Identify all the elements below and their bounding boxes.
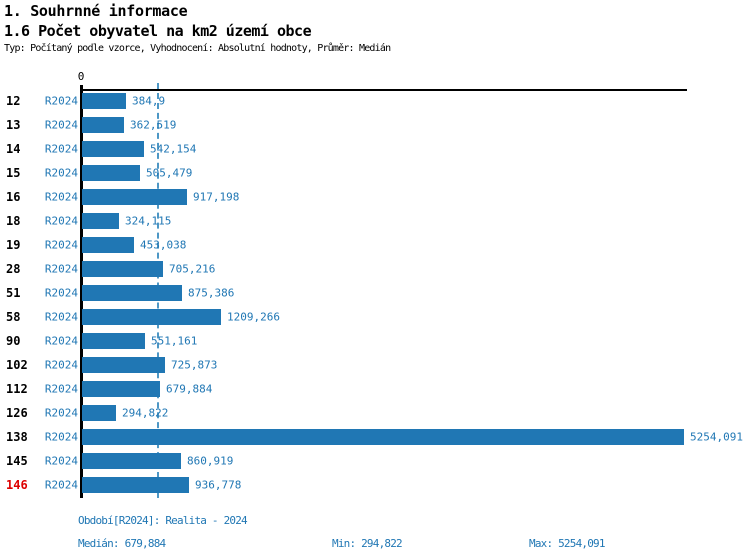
x-axis-zero-tick-label: 0 (77, 70, 85, 83)
bar (82, 93, 126, 109)
row-id-label: 28 (6, 262, 21, 276)
value-label: 679,884 (166, 382, 213, 396)
row-id-label: 15 (6, 166, 21, 180)
period-label: R2024 (44, 382, 78, 396)
period-label: R2024 (44, 358, 78, 372)
value-label: 551,161 (151, 334, 198, 348)
chart-row: 58 R2024 1209,266 (0, 305, 750, 329)
chart-row: 15 R2024 505,479 (0, 161, 750, 185)
period-label: R2024 (44, 334, 78, 348)
period-label: R2024 (44, 118, 78, 132)
row-id-label: 19 (6, 238, 21, 252)
row-id-label: 51 (6, 286, 21, 300)
bar (82, 189, 187, 205)
period-label: R2024 (44, 142, 78, 156)
chart-subtitle: Typ: Počítaný podle vzorce, Vyhodnocení:… (4, 43, 391, 54)
chart-row: 145 R2024 860,919 (0, 449, 750, 473)
row-id-label: 16 (6, 190, 21, 204)
chart-row: 138 R2024 5254,091 (0, 425, 750, 449)
bar (82, 285, 182, 301)
period-label: R2024 (44, 310, 78, 324)
bar (82, 429, 684, 445)
bar (82, 405, 116, 421)
period-label: R2024 (44, 94, 78, 108)
row-id-label: 145 (6, 454, 28, 468)
chart-row: 28 R2024 705,216 (0, 257, 750, 281)
bar (82, 237, 134, 253)
value-label: 294,822 (122, 406, 169, 420)
footer-max: Max: 5254,091 (529, 537, 606, 550)
row-id-label: 58 (6, 310, 21, 324)
bar (82, 261, 163, 277)
chart-row: 112 R2024 679,884 (0, 377, 750, 401)
footer-min: Min: 294,822 (332, 537, 403, 550)
period-label: R2024 (44, 406, 78, 420)
footer-median: Medián: 679,884 (78, 537, 166, 550)
section-title: 1. Souhrnné informace (4, 2, 188, 20)
value-label: 875,386 (188, 286, 235, 300)
chart-row: 16 R2024 917,198 (0, 185, 750, 209)
bar (82, 357, 165, 373)
value-label: 362,519 (130, 118, 177, 132)
period-label: R2024 (44, 430, 78, 444)
row-id-label: 126 (6, 406, 28, 420)
bar (82, 333, 145, 349)
bar (82, 141, 144, 157)
chart-row: 13 R2024 362,519 (0, 113, 750, 137)
value-label: 324,115 (125, 214, 172, 228)
footer-period: Období[R2024]: Realita - 2024 (78, 514, 248, 527)
y-axis-line (80, 85, 83, 498)
bar (82, 309, 221, 325)
chart-row: 19 R2024 453,038 (0, 233, 750, 257)
period-label: R2024 (44, 262, 78, 276)
row-id-label: 102 (6, 358, 28, 372)
period-label: R2024 (44, 190, 78, 204)
chart-row: 18 R2024 324,115 (0, 209, 750, 233)
chart-row: 12 R2024 384,9 (0, 89, 750, 113)
value-label: 917,198 (193, 190, 240, 204)
period-label: R2024 (44, 478, 78, 492)
bar (82, 117, 124, 133)
value-label: 5254,091 (690, 430, 743, 444)
bar (82, 477, 189, 493)
value-label: 936,778 (195, 478, 242, 492)
chart-row: 146 R2024 936,778 (0, 473, 750, 497)
bar (82, 213, 119, 229)
chart-row: 51 R2024 875,386 (0, 281, 750, 305)
bar (82, 381, 160, 397)
period-label: R2024 (44, 454, 78, 468)
row-id-label: 18 (6, 214, 21, 228)
row-id-label: 146 (6, 478, 28, 492)
chart-row: 102 R2024 725,873 (0, 353, 750, 377)
period-label: R2024 (44, 238, 78, 252)
value-label: 453,038 (140, 238, 187, 252)
chart-title: 1.6 Počet obyvatel na km2 území obce (4, 22, 312, 40)
value-label: 542,154 (150, 142, 197, 156)
row-id-label: 90 (6, 334, 21, 348)
bar (82, 165, 140, 181)
x-axis-line (81, 89, 687, 91)
row-id-label: 112 (6, 382, 28, 396)
period-label: R2024 (44, 286, 78, 300)
row-id-label: 138 (6, 430, 28, 444)
row-id-label: 12 (6, 94, 21, 108)
value-label: 725,873 (171, 358, 218, 372)
chart-row: 14 R2024 542,154 (0, 137, 750, 161)
period-label: R2024 (44, 214, 78, 228)
value-label: 860,919 (187, 454, 234, 468)
value-label: 505,479 (146, 166, 193, 180)
bar (82, 453, 181, 469)
chart-row: 90 R2024 551,161 (0, 329, 750, 353)
chart-row: 126 R2024 294,822 (0, 401, 750, 425)
row-id-label: 14 (6, 142, 21, 156)
value-label: 1209,266 (227, 310, 280, 324)
row-id-label: 13 (6, 118, 21, 132)
period-label: R2024 (44, 166, 78, 180)
value-label: 384,9 (132, 94, 166, 108)
value-label: 705,216 (169, 262, 216, 276)
